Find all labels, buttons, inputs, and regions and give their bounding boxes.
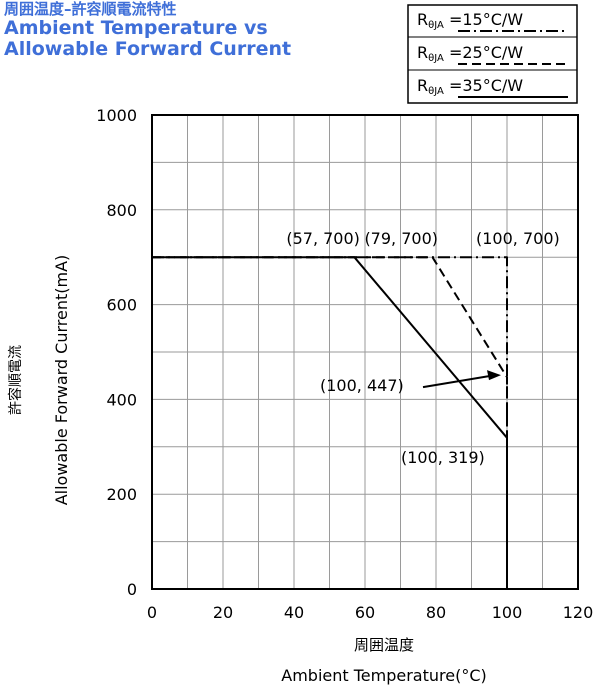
annotation-label: (100, 319) [401,448,485,467]
grid [152,115,578,589]
y-tick-label: 1000 [96,106,137,125]
legend-label: RθJA =35°C/W [417,76,523,97]
plot-frame [151,114,579,590]
x-tick-label: 120 [563,603,594,622]
y-tick-label: 600 [106,296,137,315]
annotation-label: (79, 700) [364,229,438,248]
y-axis-label: Allowable Forward Current(mA) [52,255,71,506]
legend-label: RθJA =25°C/W [417,43,523,64]
x-tick-label: 60 [355,603,375,622]
annotation-label: (100, 700) [476,229,560,248]
chart-title-line1: Ambient Temperature vs [4,17,268,39]
annotation-label: (57, 700) [286,229,360,248]
legend: RθJA =15°C/W RθJA =25°C/W RθJA =35°C/W [407,4,578,104]
series-layer [152,256,508,589]
title-block: 周囲温度–許容順電流特性 Ambient Temperature vs Allo… [4,0,291,60]
x-tick-label: 0 [147,603,157,622]
x-tick-label: 80 [426,603,446,622]
tick-labels: 0 20 40 60 80 100 120 0 200 400 600 800 1000 [96,106,593,622]
chart-title-line2: Allowable Forward Current [4,38,292,60]
x-tick-label: 100 [492,603,523,622]
y-tick-label: 0 [127,580,137,599]
x-tick-label: 20 [213,603,233,622]
y-axis-label-jp: 許容順電流 [7,345,24,415]
y-tick-label: 200 [106,485,137,504]
y-tick-label: 800 [106,201,137,220]
y-tick-label: 400 [106,390,137,409]
x-axis-label: Ambient Temperature(°C) [281,666,486,685]
annotation-arrowhead [487,370,501,381]
chart-title-jp: 周囲温度–許容順電流特性 [4,0,177,18]
x-tick-label: 40 [284,603,304,622]
annotations: (57, 700) (79, 700) (100, 700) (100, 447) (1… [286,229,559,467]
legend-label: RθJA =15°C/W [417,10,523,31]
annotation-label: (100, 447) [320,376,404,395]
legend-box [407,4,578,104]
annotation-arrow [422,374,496,389]
x-axis-label-jp: 周囲温度 [354,636,414,654]
series-line-solid [152,256,508,589]
